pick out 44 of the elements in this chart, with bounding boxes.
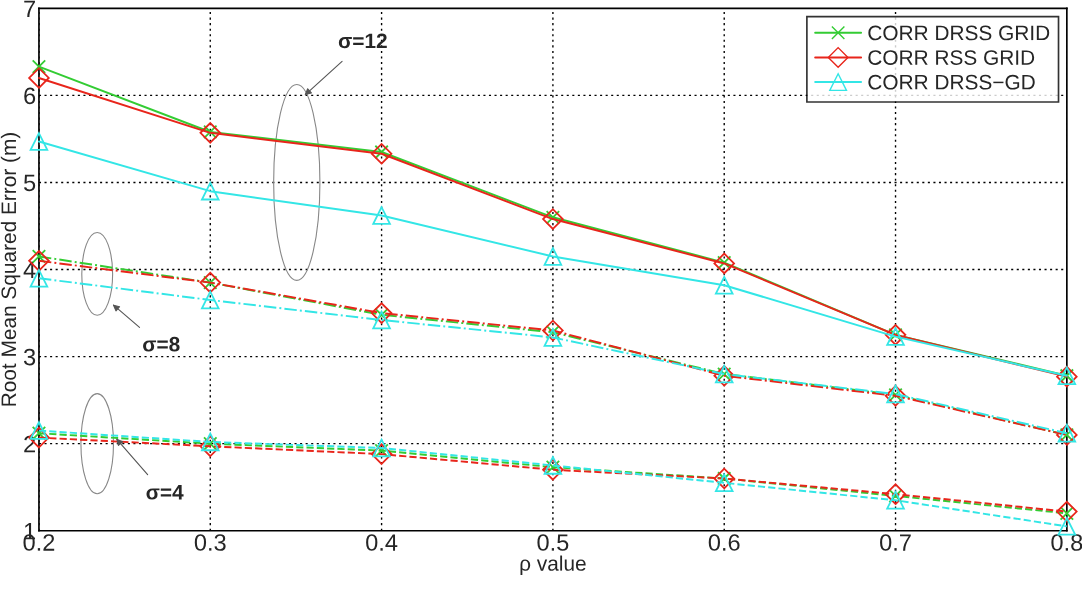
annotation: σ=8	[143, 336, 180, 352]
point	[29, 132, 49, 151]
point	[542, 208, 564, 230]
legend-label: CORR DRSS GRID	[868, 25, 1050, 41]
point	[370, 443, 393, 465]
point	[199, 435, 221, 458]
point	[886, 491, 905, 510]
x-tick-label: 0.4	[366, 534, 398, 551]
point	[884, 483, 907, 505]
x-tick-label: 0.6	[708, 534, 740, 551]
y-tick-label: 5	[23, 174, 36, 192]
point	[28, 67, 50, 89]
point	[543, 328, 563, 347]
legend-label: CORR RSS GRID	[868, 50, 1035, 65]
x-tick-label: 0.3	[194, 534, 226, 551]
x-tick-label: 0.8	[1051, 534, 1082, 551]
point	[31, 59, 47, 74]
annotation: σ=12	[338, 33, 387, 49]
y-tick-label: 6	[24, 87, 36, 105]
y-tick-label: 7	[24, 0, 35, 17]
point	[201, 432, 220, 452]
y-axis-title: Root Mean Squared Error (m)	[0, 133, 21, 406]
point	[1056, 500, 1078, 523]
y-tick-label: 3	[23, 348, 36, 366]
x-tick-label: 0.5	[537, 534, 569, 551]
y-tick-label: 4	[23, 261, 36, 279]
point	[543, 247, 563, 266]
point	[201, 181, 220, 201]
point	[542, 319, 564, 342]
annotation: σ=4	[146, 485, 184, 500]
point	[372, 310, 391, 330]
x-tick-label: 0.7	[880, 534, 911, 551]
point	[201, 290, 220, 310]
point	[370, 302, 393, 324]
point	[714, 473, 734, 493]
point	[714, 275, 734, 295]
point	[372, 206, 391, 225]
point	[542, 459, 564, 481]
x-axis-title: ρ value	[520, 555, 586, 575]
point	[372, 438, 391, 458]
point	[543, 456, 563, 475]
legend-label: CORR DRSS−GD	[868, 74, 1035, 90]
point	[370, 143, 393, 165]
point	[713, 252, 735, 275]
